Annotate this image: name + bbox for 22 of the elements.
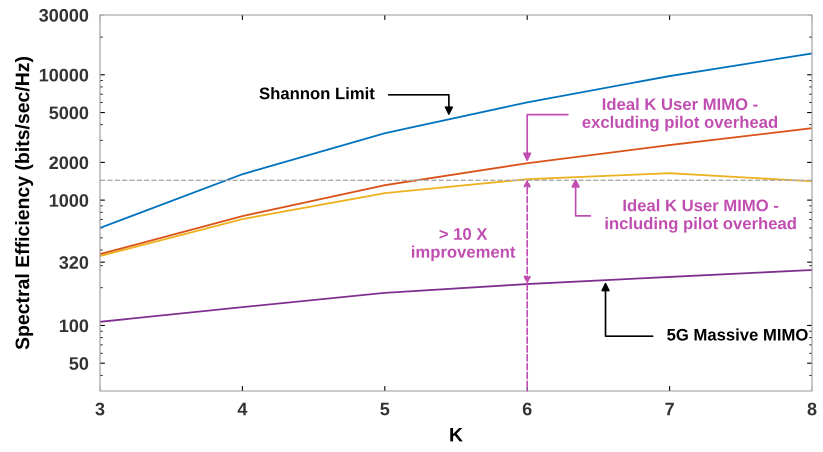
x-tick-label: 8 <box>808 402 816 416</box>
x-tick-label: 7 <box>665 402 674 416</box>
annotation: Shannon Limit <box>260 87 375 100</box>
x-tick-label: 3 <box>95 402 104 416</box>
y-tick-label: 50 <box>69 357 88 370</box>
annotation: > 10 X improvement <box>412 228 516 262</box>
annotation: Ideal K User MIMO - including pilot overhead <box>605 199 796 233</box>
y-tick-label: 100 <box>60 319 88 332</box>
annotation: Ideal K User MIMO - excluding pilot overhead <box>582 98 778 132</box>
y-tick-label: 320 <box>59 256 88 269</box>
annotation: 5G Massive MIMO <box>667 328 808 341</box>
y-tick-label: 30000 <box>39 8 88 22</box>
x-axis-title: K <box>450 428 463 442</box>
line-series <box>100 269 812 323</box>
x-tick-label: 4 <box>238 402 248 416</box>
y-tick-label: 1000 <box>50 194 88 207</box>
y-axis-title: Spectral Efficiency (bits/sec/Hz) <box>15 56 34 350</box>
y-tick-label: 5000 <box>49 106 88 120</box>
x-tick-label: 5 <box>380 402 390 416</box>
x-tick-label: 6 <box>522 402 532 416</box>
y-tick-label: 2000 <box>49 156 88 170</box>
y-tick-label: 10000 <box>40 68 88 82</box>
